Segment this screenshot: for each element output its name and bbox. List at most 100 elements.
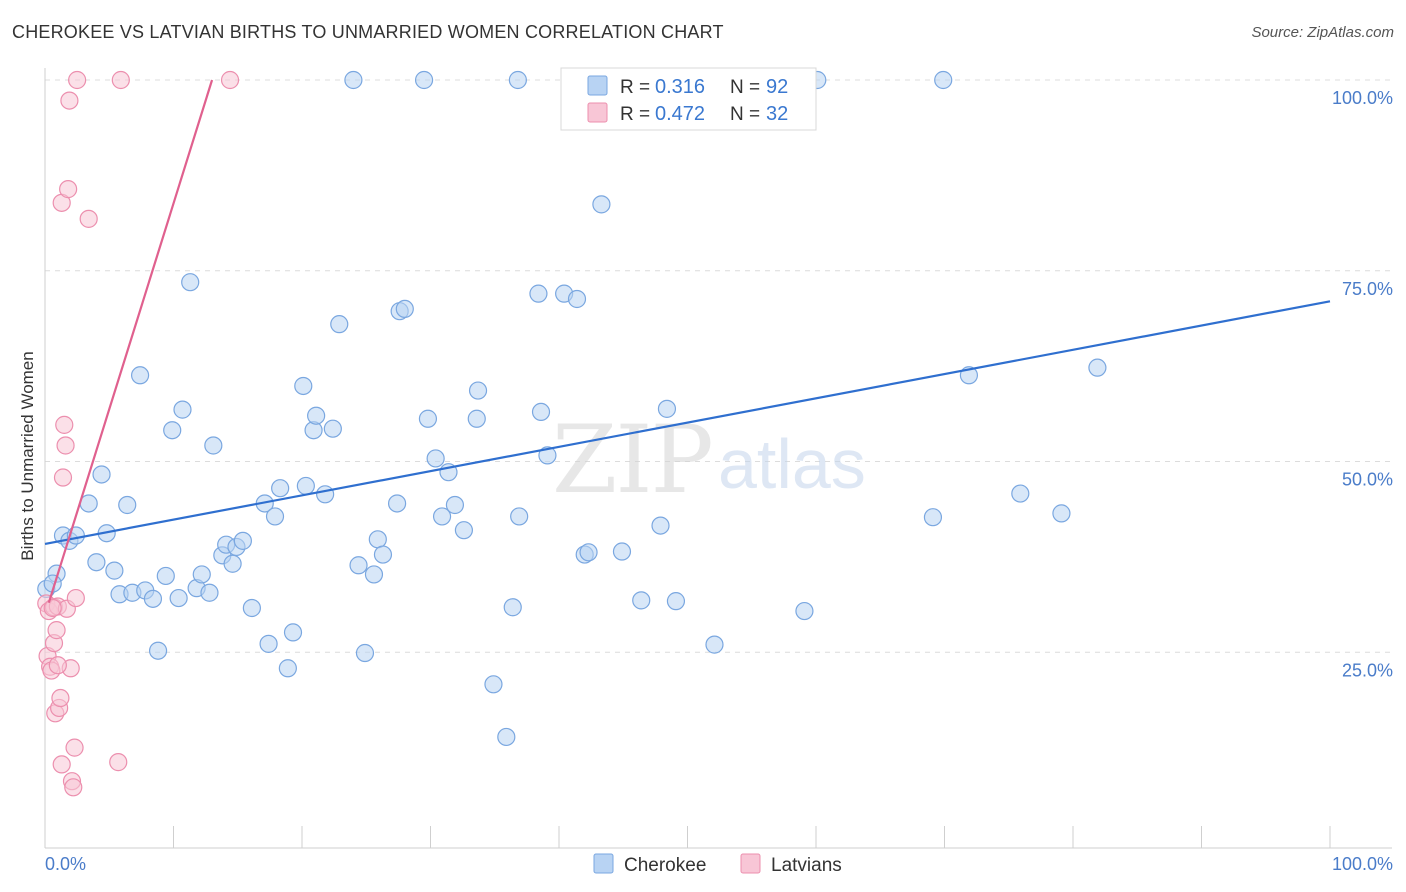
latvian-point-14 — [53, 468, 73, 487]
latvian-point-19 — [60, 91, 79, 110]
legend-box: R = 0.316 N = 92 R = 0.472 N = 32 — [560, 67, 817, 131]
cherokee-point-47 — [355, 643, 375, 663]
cherokee-point-54 — [414, 70, 434, 90]
cherokee-point-30 — [233, 531, 252, 550]
cherokee-point-45 — [344, 70, 363, 90]
cherokee-point-78 — [651, 516, 670, 535]
cherokee-point-68 — [529, 284, 548, 303]
cherokee-point-28 — [223, 554, 242, 573]
latvian-point-8 — [47, 621, 66, 640]
cherokee-point-11 — [118, 495, 137, 515]
latvian-trend-line — [47, 79, 214, 603]
cherokee-point-70 — [538, 446, 557, 465]
latvian-point-31 — [48, 656, 67, 675]
cherokee-point-55 — [418, 409, 438, 428]
cherokee-point-85 — [923, 508, 943, 527]
latvian-point-18 — [59, 180, 78, 199]
cherokee-point-63 — [484, 675, 503, 694]
cherokee-point-83 — [795, 601, 814, 621]
latvian-point-26 — [79, 209, 98, 228]
cherokee-point-72 — [567, 289, 587, 309]
latvian-point-15 — [55, 415, 74, 434]
cherokee-point-44 — [330, 315, 349, 334]
cherokee-point-41 — [307, 406, 326, 425]
cherokee-point-19 — [169, 588, 188, 608]
cherokee-point-46 — [349, 556, 368, 575]
cherokee-point-88 — [1011, 484, 1030, 503]
trend-lines — [44, 79, 1331, 603]
cherokee-point-43 — [323, 419, 342, 438]
y-tick-label-25: 25.0% — [1342, 660, 1393, 680]
cherokee-point-38 — [294, 376, 313, 396]
cherokee-point-79 — [657, 399, 677, 418]
legend-r-value-cherokee: 0.316 — [655, 76, 705, 98]
x-tick-label-max: 100.0% — [1332, 854, 1393, 874]
cherokee-point-57 — [432, 507, 452, 526]
cherokee-point-16 — [148, 641, 168, 660]
legend-n-value-latvians: 32 — [766, 103, 788, 125]
latvian-point-11 — [51, 688, 70, 708]
y-tick-label-50: 50.0% — [1342, 470, 1393, 490]
cherokee-point-34 — [265, 507, 285, 526]
cherokee-point-89 — [1052, 504, 1071, 523]
cherokee-point-33 — [259, 634, 278, 653]
x-ticks — [44, 826, 1331, 848]
cherokee-point-35 — [271, 479, 290, 498]
cherokee-point-18 — [163, 421, 182, 440]
legend-swatch-cherokee — [587, 75, 608, 96]
cherokee-point-53 — [395, 299, 414, 318]
legend-r-value-latvians: 0.472 — [655, 103, 705, 125]
cherokee-point-37 — [283, 623, 303, 642]
cherokee-point-9 — [105, 561, 124, 580]
legend-n-value-cherokee: 92 — [766, 76, 788, 98]
x-tick-label-min: 0.0% — [45, 854, 86, 874]
legend-n-label-latvians: N = — [730, 104, 760, 125]
bottom-legend-swatch-cherokee — [593, 853, 614, 874]
cherokee-point-59 — [445, 495, 465, 515]
cherokee-point-13 — [130, 366, 150, 385]
cherokee-point-24 — [200, 583, 219, 602]
bottom-legend-label-cherokee: Cherokee — [624, 855, 706, 876]
cherokee-point-42 — [316, 485, 335, 504]
cherokee-point-49 — [368, 530, 387, 549]
watermark-zip: ZIP — [552, 406, 712, 515]
cherokee-point-31 — [242, 598, 261, 618]
latvian-point-23 — [65, 738, 84, 757]
cherokee-point-39 — [296, 476, 315, 496]
chart-title: CHEROKEE VS LATVIAN BIRTHS TO UNMARRIED … — [12, 22, 724, 42]
latvian-point-22 — [64, 778, 83, 797]
cherokee-point-25 — [204, 436, 223, 455]
cherokee-point-76 — [612, 542, 632, 561]
y-tick-labels: 25.0% 50.0% 75.0% 100.0% — [1332, 88, 1393, 680]
cherokee-point-51 — [387, 494, 407, 513]
cherokee-point-61 — [467, 409, 486, 428]
bottom-legend: Cherokee Latvians — [593, 853, 842, 876]
cherokee-point-90 — [1088, 358, 1107, 377]
cherokee-point-15 — [143, 589, 163, 608]
y-tick-label-100: 100.0% — [1332, 88, 1393, 108]
cherokee-point-62 — [468, 381, 488, 400]
cherokee-point-80 — [666, 592, 686, 611]
latvian-points — [37, 70, 240, 797]
latvian-point-30 — [43, 598, 62, 618]
cherokee-point-7 — [92, 465, 111, 484]
legend-swatch-latvians — [587, 102, 608, 123]
cherokee-point-60 — [454, 521, 474, 540]
cherokee-point-77 — [632, 591, 651, 610]
gridlines — [45, 79, 1392, 653]
cherokee-point-64 — [497, 727, 516, 747]
cherokee-point-17 — [156, 566, 175, 586]
latvian-point-24 — [66, 588, 85, 608]
source-credit: Source: ZipAtlas.com — [1251, 24, 1394, 41]
latvian-point-27 — [109, 753, 128, 772]
watermark: ZIP atlas — [552, 406, 866, 515]
cherokee-point-75 — [592, 195, 611, 214]
cherokee-point-21 — [181, 273, 200, 292]
y-axis-title: Births to Unmarried Women — [18, 351, 37, 560]
latvian-point-28 — [111, 70, 130, 90]
watermark-atlas: atlas — [718, 425, 866, 503]
cherokee-point-69 — [531, 402, 551, 422]
cherokee-point-36 — [278, 659, 297, 678]
y-tick-label-75: 75.0% — [1342, 279, 1393, 299]
